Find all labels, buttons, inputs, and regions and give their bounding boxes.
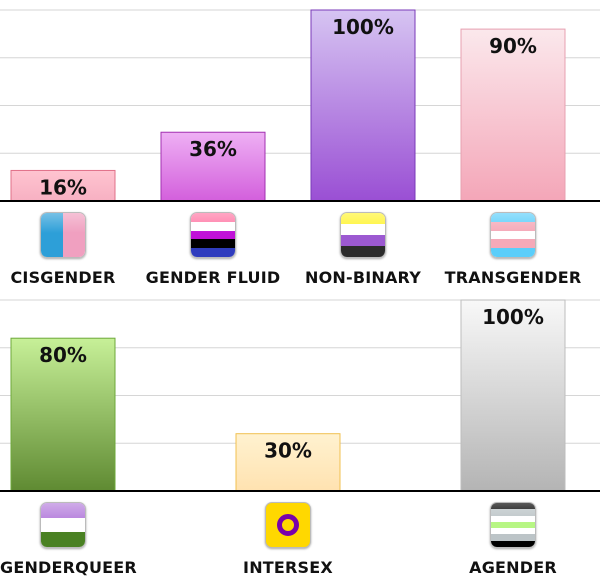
category-label-intersex: INTERSEX <box>243 558 333 577</box>
bar-cisgender <box>10 169 116 202</box>
agender-flag-icon <box>490 502 536 548</box>
category-label-gender-fluid: GENDER FLUID <box>145 268 281 287</box>
value-label-agender: 100% <box>482 305 544 329</box>
transgender-flag-icon <box>490 212 536 258</box>
bar-agender <box>460 299 566 492</box>
value-label-transgender: 90% <box>489 34 537 58</box>
value-label-genderqueer: 80% <box>39 343 87 367</box>
top-chart-panel: 16% 36% 100% 90% CISGENDER GENDER FLUID NON… <box>0 9 600 287</box>
intersex-ring-icon <box>277 514 299 536</box>
category-label-transgender: TRANSGENDER <box>444 268 582 287</box>
bar-genderqueer <box>10 337 116 492</box>
value-label-intersex: 30% <box>264 439 312 463</box>
value-label-gender-fluid: 36% <box>189 137 237 161</box>
genderqueer-flag-icon <box>40 502 86 548</box>
gender-fluid-flag-icon <box>190 212 236 258</box>
bottom-chart-panel: 80% 30% 100% GENDERQUEER INTERSEX AGENDER <box>0 290 600 580</box>
value-label-cisgender: 16% <box>39 175 87 199</box>
bottom-bar-chart: 80% 30% 100% <box>0 299 600 492</box>
category-label-cisgender: CISGENDER <box>10 268 116 287</box>
top-bar-chart: 16% 36% 100% 90% <box>0 9 600 202</box>
category-label-genderqueer: GENDERQUEER <box>0 558 137 577</box>
value-label-non-binary: 100% <box>332 15 394 39</box>
bar-gender-fluid <box>160 131 266 202</box>
cisgender-flag-icon <box>40 212 86 258</box>
category-label-agender: AGENDER <box>469 558 557 577</box>
category-label-non-binary: NON-BINARY <box>305 268 421 287</box>
bar-intersex <box>235 433 341 492</box>
intersex-flag-icon <box>265 502 311 548</box>
non-binary-flag-icon <box>340 212 386 258</box>
